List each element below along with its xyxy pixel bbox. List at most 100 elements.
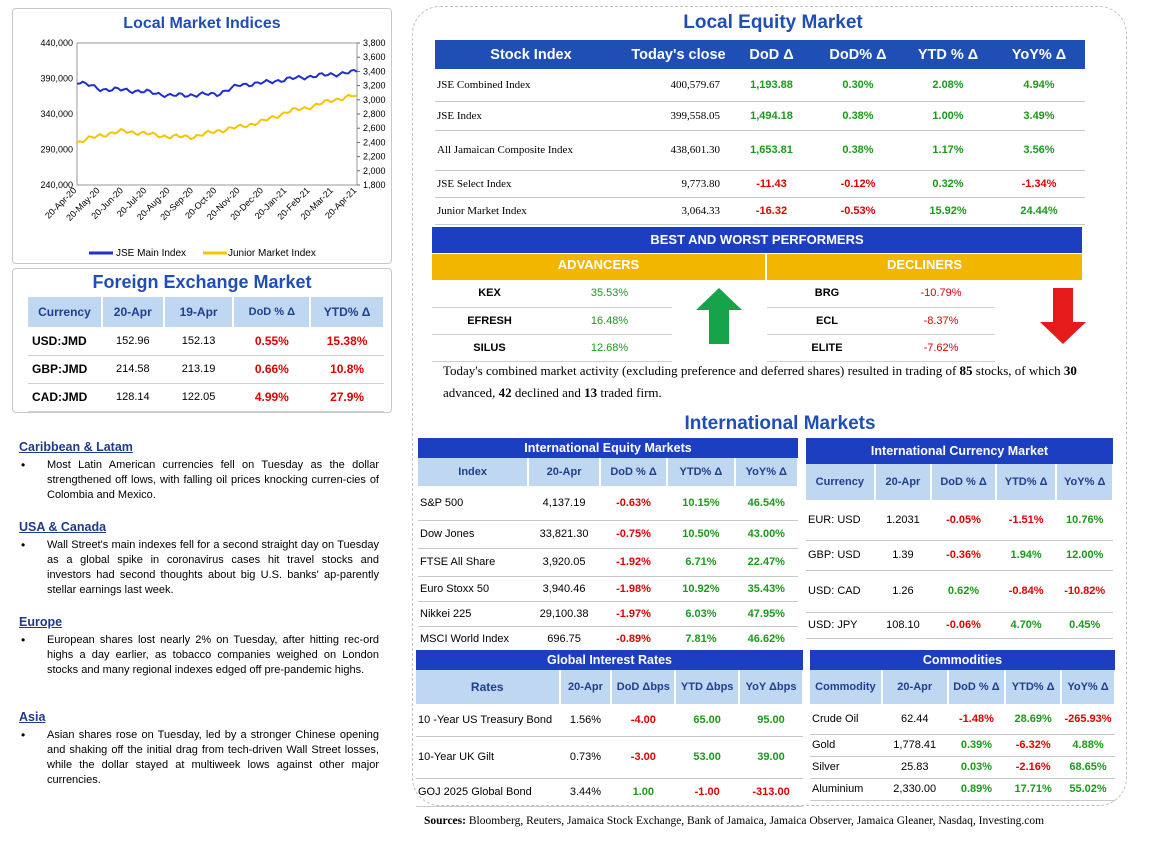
intl-equity-cell: 46.54% bbox=[734, 486, 798, 521]
plot-area bbox=[76, 42, 358, 186]
summary-total: 85 bbox=[959, 363, 973, 378]
intl-equity-cell: MSCI World Index bbox=[418, 626, 529, 652]
market-summary: Today's combined market activity (exclud… bbox=[443, 360, 1083, 404]
rates-cell: GOJ 2025 Global Bond bbox=[416, 778, 560, 807]
intl-currency-cell: EUR: USD bbox=[806, 500, 875, 541]
commodities-cell: 62.44 bbox=[881, 704, 948, 735]
right-axis-tick: 3,200 bbox=[363, 81, 386, 91]
intl-equity-cell: 3,920.05 bbox=[528, 548, 600, 577]
fx-panel bbox=[12, 268, 392, 413]
intl-equity-cell: -1.97% bbox=[599, 601, 668, 627]
decliners-table: BRG -10.79% ECL -8.37% ELITE -7.62% bbox=[767, 280, 995, 362]
intl-currency-cell: GBP: USD bbox=[806, 540, 875, 571]
intl-currency-cell: -1.51% bbox=[995, 500, 1057, 541]
news-block: Asia Asian shares rose on Tuesday, led by… bbox=[19, 710, 379, 788]
intl-equity-cell: 6.03% bbox=[667, 601, 735, 627]
summary-text: declined and bbox=[511, 385, 585, 400]
fx-row: USD:JMD 152.96 152.13 0.55% 15.38% bbox=[28, 327, 384, 356]
fx-row: CAD:JMD 128.14 122.05 4.99% 27.9% bbox=[28, 383, 384, 412]
right-axis-tick: 2,000 bbox=[363, 166, 386, 176]
equity-row: Junior Market Index 3,064.33 -16.32 -0.53% 1… bbox=[435, 197, 1085, 225]
summary-text: advanced, bbox=[443, 385, 499, 400]
sources-line: Sources: Bloomberg, Reuters, Jamaica Sto… bbox=[424, 815, 1044, 827]
commodities-cell: Silver bbox=[810, 756, 882, 779]
intl-equity-row: Dow Jones 33,821.30 -0.75% 10.50% 43.00% bbox=[418, 520, 798, 549]
rates-table: Global Interest Rates Rates 20-Apr DoD Δ… bbox=[416, 650, 804, 807]
right-axis-tick: 2,800 bbox=[363, 109, 386, 119]
summary-declined: 42 bbox=[498, 385, 512, 400]
commodities-cell: 0.03% bbox=[947, 756, 1006, 779]
fx-header: DoD % Δ bbox=[233, 297, 312, 327]
sources-label: Sources: bbox=[424, 815, 466, 827]
commodities-cell: 25.83 bbox=[881, 756, 948, 779]
advancers-label: ADVANCERS bbox=[432, 254, 765, 280]
rates-header: Rates bbox=[416, 670, 561, 704]
left-axis-tick: 340,000 bbox=[40, 109, 73, 119]
intl-equity-cell: 7.81% bbox=[667, 626, 735, 652]
equity-cell: 0.38% bbox=[813, 101, 903, 131]
intl-equity-cell: 43.00% bbox=[734, 520, 798, 549]
fx-header: Currency bbox=[28, 297, 103, 327]
rates-cell: -4.00 bbox=[611, 704, 676, 737]
commodities-header: YTD% Δ bbox=[1005, 670, 1063, 704]
advancer-change: 12.68% bbox=[547, 334, 672, 362]
intl-equity-cell: -0.63% bbox=[599, 486, 668, 521]
commodities-cell: 0.89% bbox=[947, 778, 1006, 801]
summary-text: traded firm. bbox=[597, 385, 662, 400]
equity-header: DoD Δ bbox=[730, 40, 813, 69]
summary-text: stocks, of which bbox=[975, 363, 1064, 378]
equity-cell: 399,558.05 bbox=[627, 101, 730, 131]
intl-currency-table: International Currency Market Currency 2… bbox=[806, 438, 1114, 639]
fx-table: Currency 20-Apr 19-Apr DoD % Δ YTD% Δ US… bbox=[28, 297, 385, 412]
equity-title: Local Equity Market bbox=[683, 12, 863, 33]
intl-currency-header: Currency bbox=[806, 464, 876, 500]
fx-cell: USD:JMD bbox=[28, 327, 102, 356]
equity-cell: JSE Combined Index bbox=[435, 69, 627, 102]
intl-currency-header: YoY% Δ bbox=[1056, 464, 1114, 500]
rates-cell: 0.73% bbox=[559, 736, 612, 779]
fx-header: YTD% Δ bbox=[310, 297, 385, 327]
indices-chart: 440,000 390,000 340,000 290,000 240,000 3,800… bbox=[40, 38, 386, 259]
intl-currency-header: DoD % Δ bbox=[931, 464, 997, 500]
commodities-cell: 1,778.41 bbox=[881, 734, 948, 757]
decliner-symbol: ELITE bbox=[767, 334, 887, 362]
intl-currency-cell: USD: JPY bbox=[806, 612, 875, 639]
equity-cell: All Jamaican Composite Index bbox=[435, 130, 627, 171]
fx-cell: 152.13 bbox=[163, 327, 234, 356]
intl-equity-header: Index bbox=[418, 458, 530, 486]
decliner-symbol: ECL bbox=[767, 307, 887, 335]
equity-cell: 1,193.88 bbox=[730, 69, 813, 102]
equity-cell: 3.49% bbox=[993, 101, 1085, 131]
fx-cell: 213.19 bbox=[163, 355, 234, 384]
fx-cell: 152.96 bbox=[101, 327, 164, 356]
intl-currency-cell: -10.82% bbox=[1056, 570, 1113, 613]
rates-cell: -3.00 bbox=[611, 736, 676, 779]
intl-equity-header: 20-Apr bbox=[528, 458, 601, 486]
intl-equity-cell: 10.92% bbox=[667, 576, 735, 602]
equity-cell: Junior Market Index bbox=[435, 197, 627, 225]
summary-advanced: 30 bbox=[1063, 363, 1077, 378]
fx-header: 20-Apr bbox=[101, 297, 165, 327]
equity-cell: 9,773.80 bbox=[627, 170, 730, 198]
equity-cell: JSE Index bbox=[435, 101, 627, 131]
equity-header: Stock Index bbox=[435, 40, 627, 69]
equity-cell: 2.08% bbox=[903, 69, 993, 102]
rates-title: Global Interest Rates bbox=[416, 650, 803, 670]
commodities-cell: 0.39% bbox=[947, 734, 1006, 757]
advancer-symbol: KEX bbox=[432, 280, 547, 308]
intl-equity-cell: 22.47% bbox=[734, 548, 798, 577]
legend-label-junior: Junior Market Index bbox=[228, 248, 316, 259]
intl-currency-cell: 1.94% bbox=[995, 540, 1057, 571]
commodities-header: Commodity bbox=[810, 670, 883, 704]
equity-row: JSE Index 399,558.05 1,494.18 0.38% 1.00% 3.4… bbox=[435, 101, 1085, 131]
intl-equity-title: International Equity Markets bbox=[418, 438, 798, 458]
fx-header: 19-Apr bbox=[163, 297, 235, 327]
summary-text: Today's combined market activity (exclud… bbox=[443, 363, 960, 378]
equity-row: JSE Combined Index 400,579.67 1,193.88 0.30… bbox=[435, 69, 1085, 102]
equity-cell: 4.94% bbox=[993, 69, 1085, 102]
equity-cell: -11.43 bbox=[730, 170, 813, 198]
intl-currency-cell: -0.05% bbox=[931, 500, 996, 541]
fx-cell: 10.8% bbox=[310, 355, 384, 384]
rates-header: YTD Δbps bbox=[675, 670, 741, 704]
intl-currency-row: USD: JPY 108.10 -0.06% 4.70% 0.45% bbox=[806, 612, 1113, 639]
